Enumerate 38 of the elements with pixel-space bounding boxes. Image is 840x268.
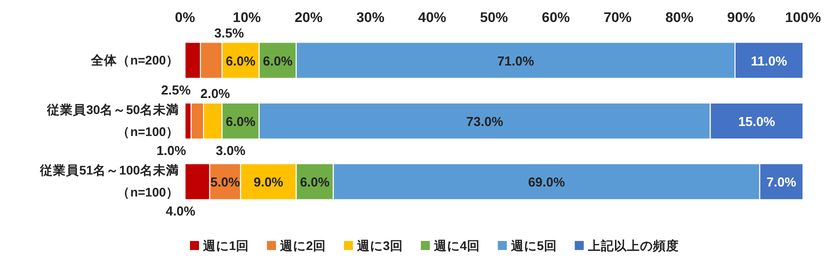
- data-label: 2.0%: [200, 86, 230, 101]
- data-label: 3.5%: [214, 25, 244, 40]
- x-tick-label: 10%: [232, 9, 262, 25]
- y-tick-label: 従業員51名～100名未満（n=100）: [39, 164, 179, 200]
- legend-label: 週に5回: [510, 239, 557, 253]
- data-label: 7.0%: [766, 174, 797, 190]
- legend-label: 週に4回: [432, 239, 480, 253]
- legend-label: 週に2回: [278, 239, 326, 253]
- x-tick-label: 30%: [356, 9, 385, 25]
- legend-label: 週に3回: [356, 239, 403, 253]
- legend-label: 上記以上の頻度: [586, 238, 679, 253]
- x-tick-label: 40%: [418, 9, 447, 25]
- data-label: 71.0%: [497, 53, 534, 68]
- data-label: 1.0%: [156, 143, 187, 158]
- x-tick-label: 100%: [785, 9, 822, 25]
- data-label: 6.0%: [226, 53, 256, 68]
- x-tick-label: 70%: [604, 9, 632, 25]
- data-label: 6.0%: [262, 53, 293, 68]
- y-tick-label: 全体（n=200）: [90, 53, 179, 68]
- data-label: 6.0%: [300, 174, 330, 190]
- data-label: 2.5%: [161, 82, 192, 98]
- data-label: 73.0%: [466, 114, 504, 129]
- data-label: 9.0%: [254, 174, 284, 190]
- legend-label: 週に1回: [202, 239, 249, 253]
- x-tick-label: 50%: [480, 9, 509, 25]
- data-label: 3.0%: [216, 143, 246, 158]
- x-tick-label: 0%: [174, 9, 196, 25]
- data-label: 15.0%: [738, 114, 776, 129]
- y-tick-label: 従業員30名～50名未満（n=100）: [46, 103, 179, 139]
- data-label: 4.0%: [166, 204, 196, 219]
- data-label: 6.0%: [226, 114, 256, 129]
- data-label: 69.0%: [528, 174, 566, 190]
- x-tick-label: 80%: [665, 9, 694, 25]
- x-tick-label: 90%: [727, 9, 756, 25]
- data-label: 11.0%: [750, 53, 788, 68]
- x-tick-label: 20%: [294, 9, 324, 25]
- data-label: 5.0%: [210, 174, 240, 190]
- x-tick-label: 60%: [542, 9, 570, 25]
